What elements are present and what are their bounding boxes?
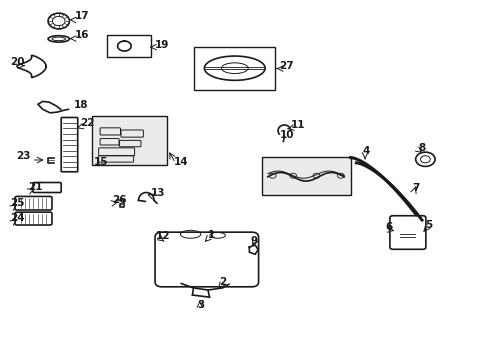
Text: 9: 9 (250, 235, 257, 246)
FancyBboxPatch shape (261, 157, 350, 195)
FancyBboxPatch shape (92, 116, 167, 165)
Text: 3: 3 (197, 300, 204, 310)
Text: 8: 8 (418, 143, 425, 153)
Text: 12: 12 (156, 231, 170, 241)
Text: 21: 21 (28, 182, 42, 192)
Text: 25: 25 (10, 198, 24, 208)
Text: 22: 22 (80, 118, 95, 129)
Text: 20: 20 (10, 57, 24, 67)
Text: 13: 13 (151, 188, 165, 198)
Text: 5: 5 (425, 220, 432, 230)
Text: 11: 11 (290, 120, 305, 130)
Text: 2: 2 (219, 278, 226, 287)
Text: 6: 6 (385, 222, 392, 232)
Text: 18: 18 (73, 100, 88, 110)
Text: 27: 27 (279, 61, 293, 71)
Text: 24: 24 (10, 213, 25, 223)
Text: 23: 23 (16, 151, 30, 161)
Text: 17: 17 (75, 11, 90, 21)
Text: 10: 10 (279, 130, 293, 140)
Text: 15: 15 (94, 157, 108, 167)
Text: 19: 19 (154, 40, 168, 50)
Text: 1: 1 (207, 230, 215, 240)
Text: 7: 7 (411, 184, 419, 193)
Text: 4: 4 (362, 146, 369, 156)
Text: 14: 14 (174, 157, 188, 167)
Text: 26: 26 (112, 195, 126, 205)
Text: 16: 16 (75, 30, 90, 40)
